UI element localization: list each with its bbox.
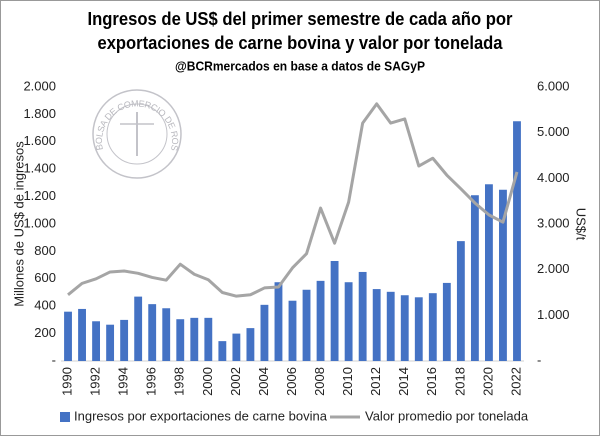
bar	[442, 282, 451, 361]
bar	[162, 308, 171, 361]
bar	[386, 291, 395, 361]
bar	[513, 121, 521, 361]
chart-title: exportaciones de carne bovina y valor po…	[98, 33, 504, 53]
legend-swatch	[60, 412, 70, 422]
bar	[92, 321, 101, 361]
bar	[428, 293, 437, 361]
bar	[414, 297, 423, 361]
x-tick-label: 2010	[340, 367, 355, 396]
y-tick-label: 200	[34, 325, 56, 340]
bar	[190, 317, 199, 361]
x-tick-label: 1992	[88, 367, 103, 396]
y2-tick-label: -	[537, 352, 541, 367]
legend-label: Ingresos por exportaciones de carne bovi…	[74, 408, 328, 423]
bar	[134, 296, 143, 361]
x-tick-label: 2004	[256, 367, 271, 396]
y2-tick-label: 3.000	[537, 215, 570, 230]
x-tick-label: 1998	[172, 367, 187, 396]
x-tick-label: 2012	[368, 367, 383, 396]
x-tick-label: 1994	[116, 367, 131, 396]
y-tick-label: 1.000	[23, 215, 56, 230]
bar	[204, 317, 213, 361]
bar	[372, 289, 381, 361]
bar	[176, 319, 185, 361]
y-axis-label: Millones de US$ de ingresos	[11, 141, 26, 307]
x-tick-label: 2018	[452, 367, 467, 396]
y-tick-label: 1.800	[23, 106, 56, 121]
x-tick-label: 2014	[396, 367, 411, 396]
y2-tick-label: 5.000	[537, 124, 570, 139]
legend-label: Valor promedio por tonelada	[365, 408, 529, 423]
bar	[316, 280, 325, 361]
y-tick-label: 400	[34, 298, 56, 313]
bar	[470, 195, 479, 361]
x-tick-label: 2022	[508, 367, 523, 396]
x-tick-label: 1990	[59, 367, 74, 396]
x-tick-label: 2000	[200, 367, 215, 396]
y-tick-label: -	[52, 352, 56, 367]
y-tick-label: 1.600	[23, 133, 56, 148]
y2-axis-label: US$/t	[574, 208, 589, 241]
bar	[456, 241, 465, 361]
x-tick-label: 2008	[312, 367, 327, 396]
bar	[288, 300, 297, 361]
bar	[64, 311, 72, 361]
bar	[344, 282, 353, 361]
bar	[274, 282, 283, 361]
y-tick-label: 1.200	[23, 188, 56, 203]
bar	[232, 333, 241, 361]
y2-tick-label: 1.000	[537, 307, 570, 322]
x-tick-label: 1996	[144, 367, 159, 396]
x-tick-label: 2002	[228, 367, 243, 396]
bar	[120, 319, 129, 361]
bar	[358, 271, 367, 361]
y2-tick-label: 6.000	[537, 78, 570, 93]
y-tick-label: 600	[34, 270, 56, 285]
bar	[218, 341, 227, 361]
bar	[302, 289, 311, 361]
y-tick-label: 2.000	[23, 78, 56, 93]
x-tick-label: 2006	[284, 367, 299, 396]
x-tick-label: 2016	[424, 367, 439, 396]
chart-title: Ingresos de US$ del primer semestre de c…	[88, 9, 513, 29]
chart-subtitle: @BCRmercados en base a datos de SAGyP	[175, 58, 425, 73]
bar	[106, 324, 115, 361]
y-tick-label: 800	[34, 243, 56, 258]
y-tick-label: 1.400	[23, 161, 56, 176]
bar	[499, 189, 507, 361]
bar	[400, 295, 409, 361]
bar	[484, 184, 493, 361]
bar	[78, 308, 86, 361]
bar	[148, 304, 157, 361]
line	[67, 102, 519, 298]
y2-tick-label: 4.000	[537, 170, 570, 185]
bar	[330, 260, 339, 361]
bar	[260, 304, 269, 361]
y2-tick-label: 2.000	[537, 261, 570, 276]
bar	[246, 328, 255, 361]
x-tick-label: 2020	[480, 367, 495, 396]
